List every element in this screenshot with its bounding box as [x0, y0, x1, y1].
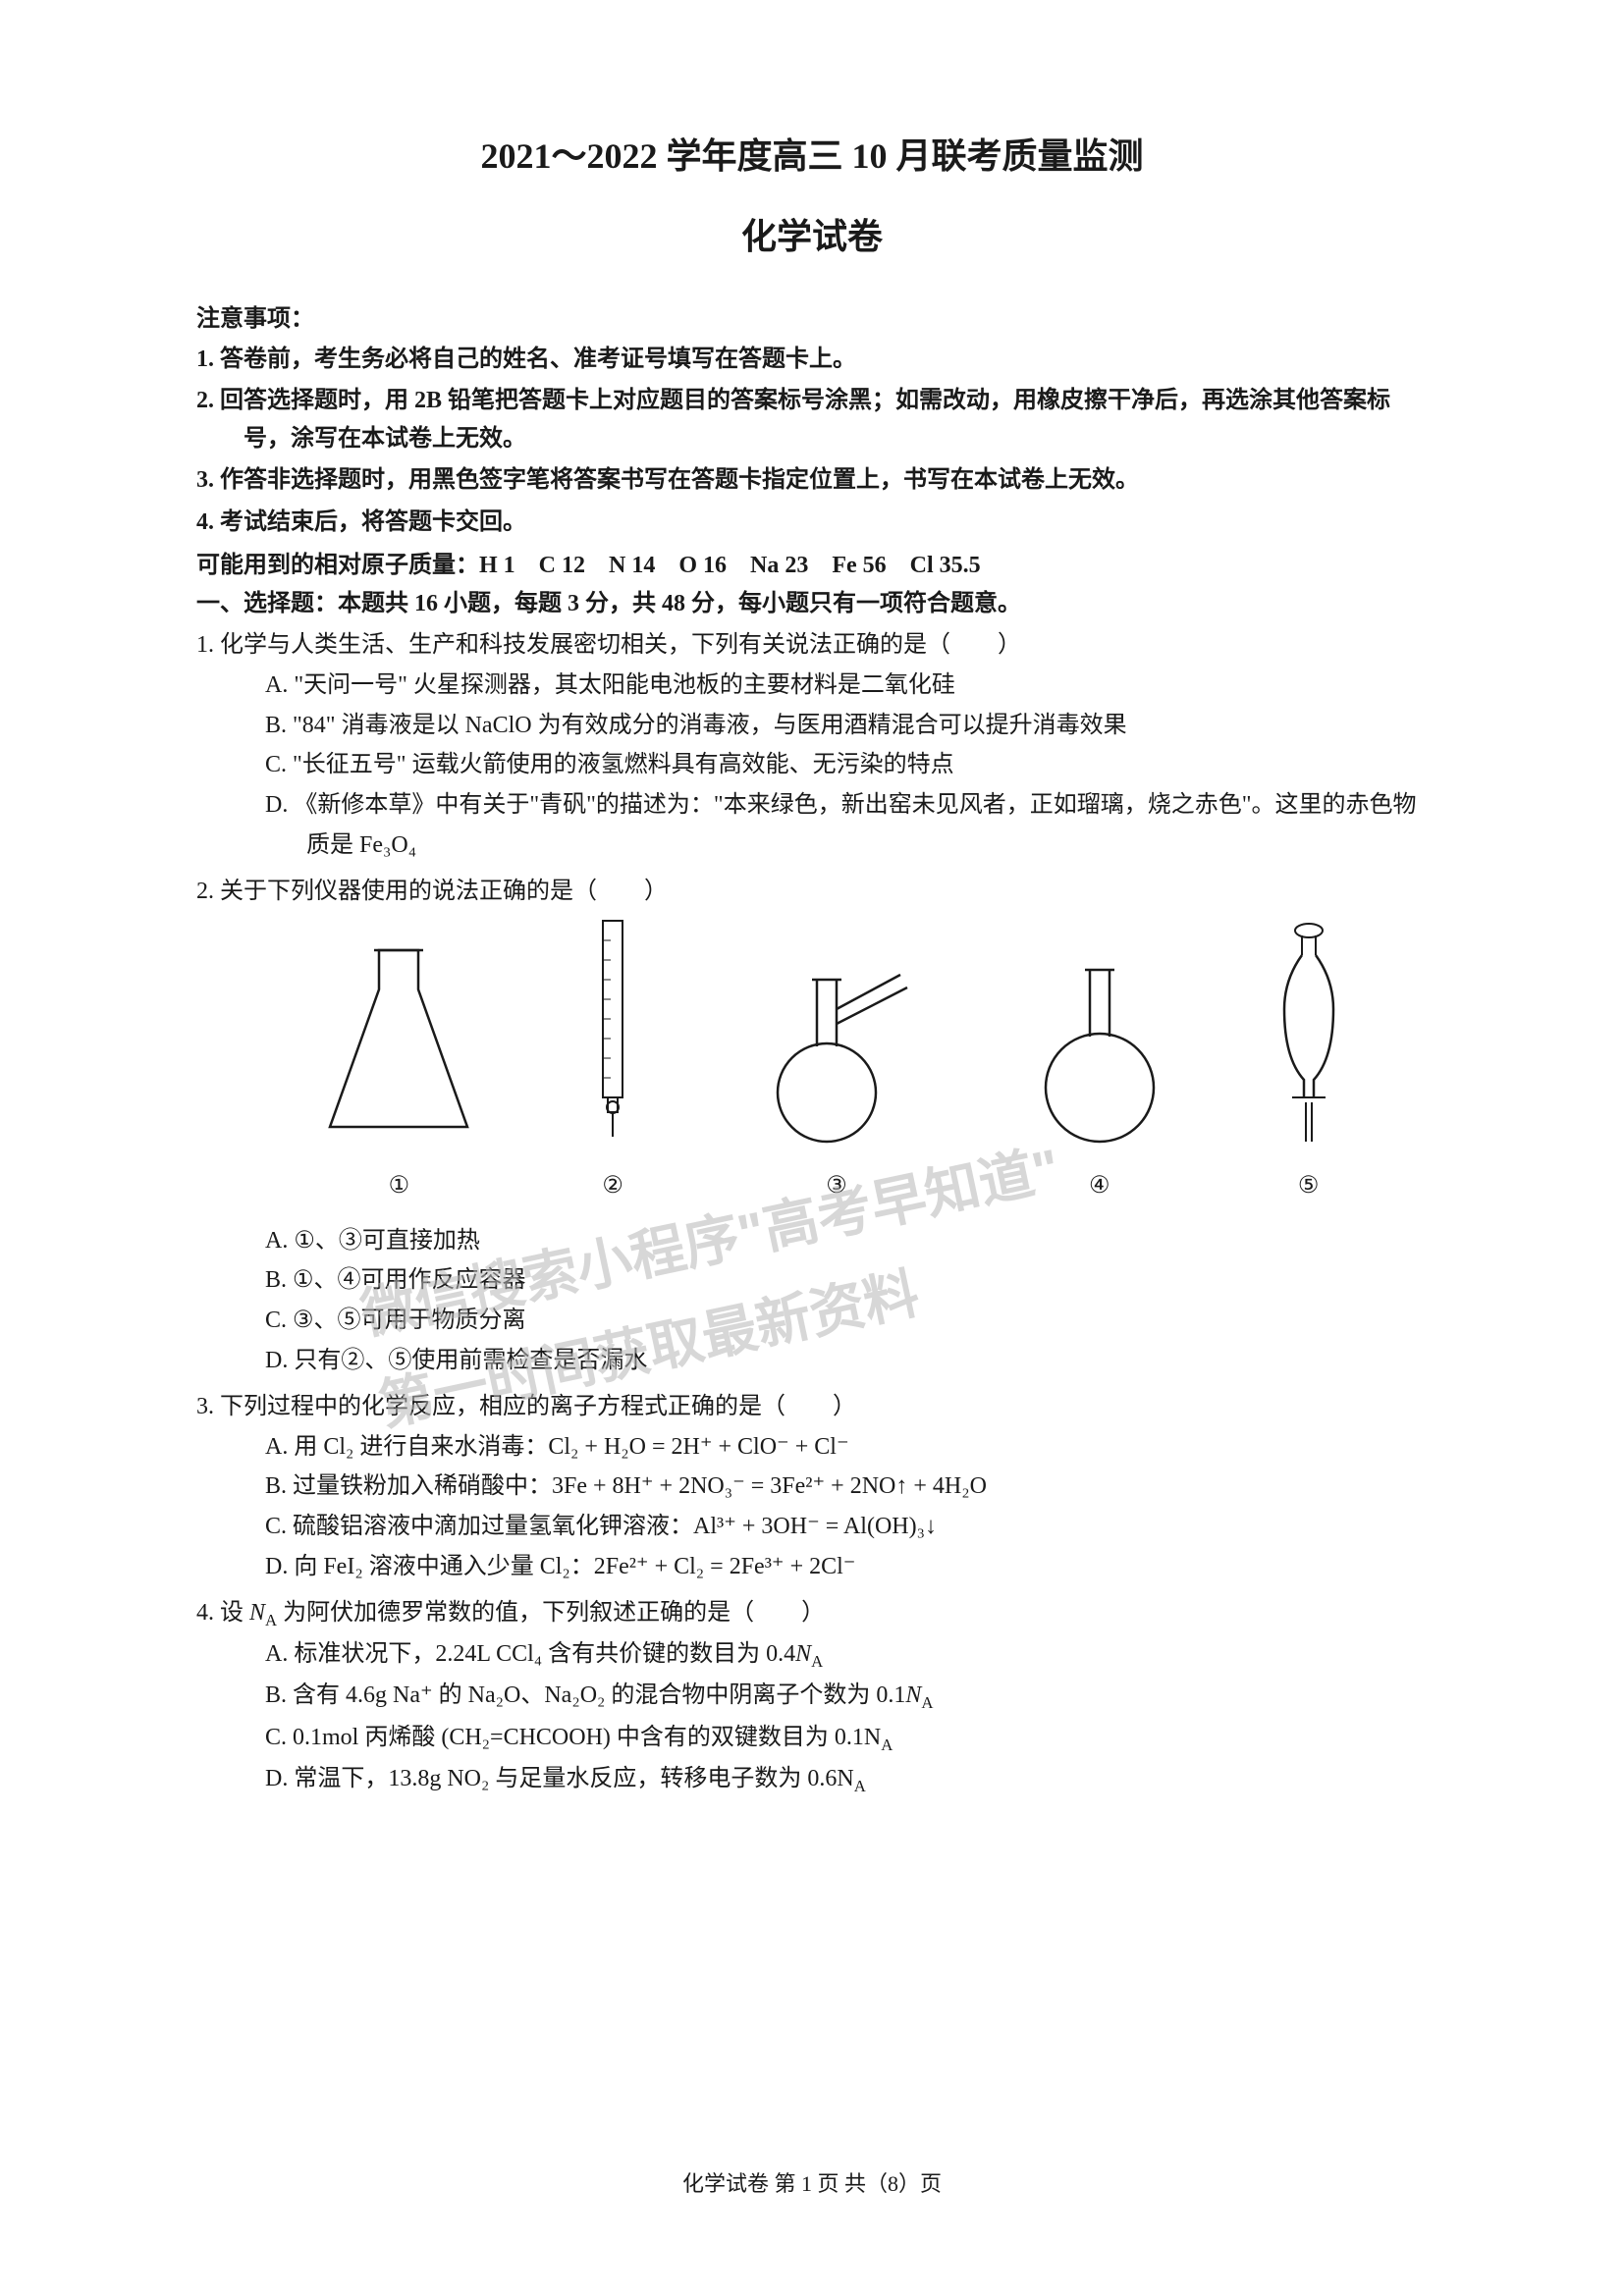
- diagram-label-1: ①: [389, 1166, 410, 1206]
- notice-heading: 注意事项：: [196, 298, 1428, 333]
- q1-option-c: C. "长征五号" 运载火箭使用的液氢燃料具有高效能、无污染的特点: [196, 745, 1428, 785]
- separating-funnel-icon: [1265, 911, 1353, 1156]
- q3-option-c: C. 硫酸铝溶液中滴加过量氢氧化钾溶液：Al³⁺ + 3OH⁻ = Al(OH)…: [196, 1507, 1428, 1547]
- page-footer: 化学试卷 第 1 页 共（8）页: [0, 2166, 1624, 2198]
- notice-item-4: 4. 考试结束后，将答题卡交回。: [196, 504, 1428, 541]
- diagram-label-5: ⑤: [1298, 1166, 1320, 1206]
- q2-diagram-row: ① ②: [265, 932, 1398, 1206]
- atomic-mass-line: 可能用到的相对原子质量：H 1 C 12 N 14 O 16 Na 23 Fe …: [196, 545, 1428, 579]
- q1-stem: 1. 化学与人类生活、生产和科技发展密切相关，下列有关说法正确的是（ ）: [196, 625, 1428, 666]
- q3-option-a: A. 用 Cl₂ 进行自来水消毒：Cl₂ + H₂O = 2H⁺ + ClO⁻ …: [196, 1427, 1428, 1468]
- q3-option-d: D. 向 FeI₂ 溶液中通入少量 Cl₂：2Fe²⁺ + Cl₂ = 2Fe³…: [196, 1547, 1428, 1587]
- title-main: 2021～2022 学年度高三 10 月联考质量监测: [196, 128, 1428, 179]
- q2-stem: 2. 关于下列仪器使用的说法正确的是（ ）: [196, 872, 1428, 912]
- section-1-heading: 一、选择题：本题共 16 小题，每题 3 分，共 48 分，每小题只有一项符合题…: [196, 583, 1428, 617]
- q4-option-a: A. 标准状况下，2.24L CCl₄ 含有共价键的数目为 0.4NA: [196, 1634, 1428, 1676]
- diagram-label-4: ④: [1089, 1166, 1110, 1206]
- q2-option-b: B. ①、④可用作反应容器: [196, 1260, 1428, 1301]
- q2-option-c: C. ③、⑤可用于物质分离: [196, 1301, 1428, 1341]
- q2-option-a: A. ①、③可直接加热: [196, 1221, 1428, 1261]
- diagram-label-2: ②: [602, 1166, 623, 1206]
- notice-item-3: 3. 作答非选择题时，用黑色签字笔将答案书写在答题卡指定位置上，书写在本试卷上无…: [196, 461, 1428, 499]
- notice-item-1: 1. 答卷前，考生务必将自己的姓名、准考证号填写在答题卡上。: [196, 341, 1428, 378]
- q4-option-b: B. 含有 4.6g Na⁺ 的 Na₂O、Na₂O₂ 的混合物中阴离子个数为 …: [196, 1676, 1428, 1717]
- notice-item-2: 2. 回答选择题时，用 2B 铅笔把答题卡上对应题目的答案标号涂黑；如需改动，用…: [196, 382, 1428, 457]
- diagram-label-3: ③: [826, 1166, 847, 1206]
- diagram-round-flask: ④: [1026, 940, 1173, 1206]
- q4-stem-prefix: 4. 设: [196, 1600, 249, 1626]
- q1-option-b: B. "84" 消毒液是以 NaClO 为有效成分的消毒液，与医用酒精混合可以提…: [196, 706, 1428, 746]
- q2-option-d: D. 只有②、⑤使用前需检查是否漏水: [196, 1341, 1428, 1381]
- distillation-flask-icon: [738, 940, 935, 1156]
- burette-icon: [578, 911, 647, 1156]
- q4-option-c: C. 0.1mol 丙烯酸 (CH₂=CHCOOH) 中含有的双键数目为 0.1…: [196, 1718, 1428, 1759]
- diagram-conical-flask: ①: [310, 931, 487, 1206]
- diagram-separating-funnel: ⑤: [1265, 911, 1353, 1206]
- q3-stem: 3. 下列过程中的化学反应，相应的离子方程式正确的是（ ）: [196, 1387, 1428, 1427]
- q1-option-d: D. 《新修本草》中有关于"青矾"的描述为："本来绿色，新出窑未见风者，正如瑠璃…: [196, 785, 1428, 866]
- q3-option-b: B. 过量铁粉加入稀硝酸中：3Fe + 8H⁺ + 2NO₃⁻ = 3Fe²⁺ …: [196, 1467, 1428, 1507]
- q1-option-a: A. "天问一号" 火星探测器，其太阳能电池板的主要材料是二氧化硅: [196, 666, 1428, 706]
- title-sub: 化学试卷: [196, 208, 1428, 259]
- diagram-burette: ②: [578, 911, 647, 1206]
- round-flask-icon: [1026, 940, 1173, 1156]
- q4-stem-suffix: 为阿伏加德罗常数的值，下列叙述正确的是（ ）: [277, 1600, 825, 1626]
- conical-flask-icon: [310, 931, 487, 1156]
- diagram-distillation-flask: ③: [738, 940, 935, 1206]
- q4-option-d: D. 常温下，13.8g NO₂ 与足量水反应，转移电子数为 0.6NA: [196, 1759, 1428, 1800]
- q4-stem: 4. 设 NA 为阿伏加德罗常数的值，下列叙述正确的是（ ）: [196, 1593, 1428, 1634]
